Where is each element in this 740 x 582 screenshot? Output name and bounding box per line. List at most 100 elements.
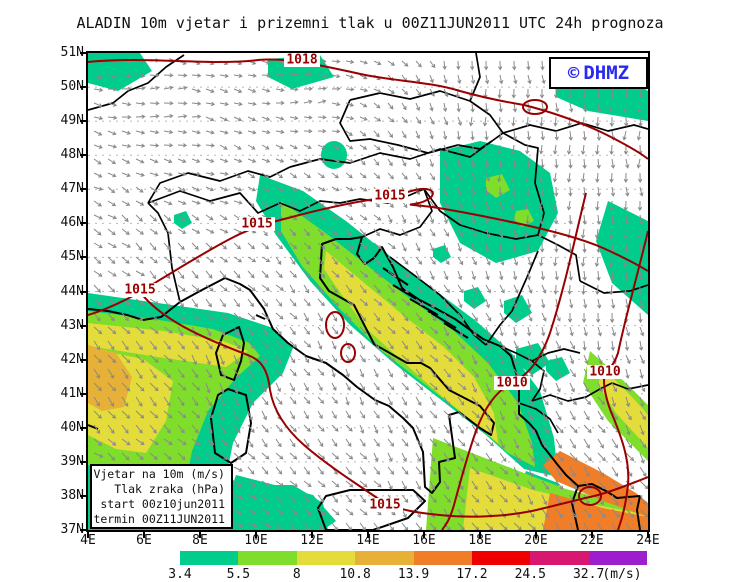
country-border xyxy=(389,256,487,346)
isobar-label-bg xyxy=(239,217,275,231)
map-canvas: 1018 1015 1015 1015 1010 1010 1015 xyxy=(88,53,648,530)
info-line-termin: termin 00Z11JUN2011 xyxy=(93,511,225,526)
wind-speed-patch xyxy=(88,323,248,367)
legend-segment xyxy=(530,551,589,565)
coastline xyxy=(443,322,469,339)
country-border xyxy=(147,202,181,303)
isobar-label-bg xyxy=(587,365,623,379)
isobar-line xyxy=(139,291,648,518)
lon-tick-mark xyxy=(255,531,257,538)
lat-tick-mark xyxy=(80,154,87,157)
legend-boundary-label: 5.5 xyxy=(226,567,251,582)
lat-tick-mark xyxy=(80,460,87,463)
wind-speed-patch xyxy=(433,245,451,263)
isobar-label: 1015 xyxy=(374,189,405,204)
lon-tick-mark xyxy=(311,531,313,538)
wind-speed-patch xyxy=(321,141,347,169)
info-line-start: start 00z10jun2011 xyxy=(100,496,225,511)
lat-tick-label: 38N xyxy=(60,487,84,503)
lat-tick-label: 48N xyxy=(60,147,84,163)
legend-segment xyxy=(296,551,356,565)
lon-tick-mark xyxy=(367,531,369,538)
lat-tick-label: 50N xyxy=(60,79,84,95)
lon-tick-label: 10E xyxy=(244,533,268,548)
coastline xyxy=(427,310,457,329)
lat-tick-label: 51N xyxy=(60,45,84,60)
legend-segment xyxy=(238,551,297,565)
lat-tick-mark xyxy=(80,358,87,361)
wind-speed-patch xyxy=(228,475,336,530)
country-border xyxy=(349,90,504,134)
isobar-line xyxy=(88,187,648,316)
legend-boundary-label: 13.9 xyxy=(397,567,430,582)
lon-tick-mark xyxy=(199,531,201,538)
info-line-pressure: Tlak zraka (hPa) xyxy=(114,481,225,496)
coastline xyxy=(409,298,439,316)
dhmz-label: DHMZ xyxy=(583,62,630,84)
legend-units-label: (m/s) xyxy=(602,567,642,582)
coastline xyxy=(577,483,641,530)
lat-tick-label: 47N xyxy=(60,181,84,197)
isobar-label-bg xyxy=(367,498,403,512)
lat-tick-mark xyxy=(80,290,87,293)
country-border xyxy=(531,382,613,402)
legend-boundary-label: 8 xyxy=(292,567,301,582)
country-border xyxy=(499,345,545,402)
lat-tick-mark xyxy=(80,52,87,54)
country-border xyxy=(147,166,291,204)
lon-tick-label: 8E xyxy=(192,533,208,548)
map-info-box: Vjetar na 10m (m/s) Tlak zraka (hPa) sta… xyxy=(90,464,233,529)
lon-tick-label: 24E xyxy=(636,533,660,548)
legend-segment xyxy=(471,551,531,565)
coastline xyxy=(317,489,426,530)
isobar-closed-loop xyxy=(578,486,602,506)
country-border xyxy=(485,250,539,346)
coastline xyxy=(215,326,245,381)
lon-tick-label: 20E xyxy=(524,533,548,548)
legend-boundary-label: 32.7 xyxy=(572,567,605,582)
isobar-closed-loop xyxy=(522,99,548,115)
isobar-label-bg xyxy=(494,376,530,390)
copyright-icon: © xyxy=(567,62,580,84)
coastline xyxy=(88,236,495,494)
lat-tick-mark xyxy=(80,222,87,225)
coastline xyxy=(210,388,252,464)
country-border xyxy=(579,280,648,294)
lat-tick-mark xyxy=(80,494,87,497)
legend-segment xyxy=(355,551,414,565)
wind-speed-patch xyxy=(598,368,648,448)
lon-tick-label: 16E xyxy=(412,533,436,548)
wind-speed-patch xyxy=(504,295,532,323)
wind-speed-patch xyxy=(464,287,486,309)
lat-tick-label: 46N xyxy=(60,215,84,231)
wind-speed-patch xyxy=(324,251,498,443)
lat-tick-label: 45N xyxy=(60,249,84,265)
isobar-label-bg xyxy=(284,53,320,67)
country-border xyxy=(469,53,481,102)
lon-tick-label: 14E xyxy=(356,533,380,548)
lat-tick-mark xyxy=(80,426,87,429)
lon-tick-mark xyxy=(87,531,89,538)
isobar-closed-loop xyxy=(325,311,345,339)
isobar-label: 1015 xyxy=(369,498,400,513)
lat-tick-mark xyxy=(80,256,87,259)
isobar-label-bg xyxy=(122,283,158,297)
isobar-label: 1010 xyxy=(496,376,527,391)
lon-tick-mark xyxy=(423,531,425,538)
lon-tick-mark xyxy=(143,531,145,538)
info-line-wind: Vjetar na 10m (m/s) xyxy=(93,466,225,481)
lon-tick-mark xyxy=(479,531,481,538)
isobar-label-bg xyxy=(372,189,408,203)
lat-tick-label: 49N xyxy=(60,113,84,129)
country-border xyxy=(502,132,545,236)
lat-tick-label: 39N xyxy=(60,453,84,469)
lat-tick-label: 44N xyxy=(60,283,84,299)
lat-tick-label: 42N xyxy=(60,351,84,367)
lon-tick-label: 18E xyxy=(468,533,492,548)
lat-tick-label: 37N xyxy=(60,522,84,537)
lon-tick-mark xyxy=(591,531,593,538)
lat-tick-mark xyxy=(80,188,87,191)
legend-boundary-label: 10.8 xyxy=(339,567,371,582)
coastline xyxy=(255,314,266,320)
lon-tick-label: 12E xyxy=(300,533,324,548)
